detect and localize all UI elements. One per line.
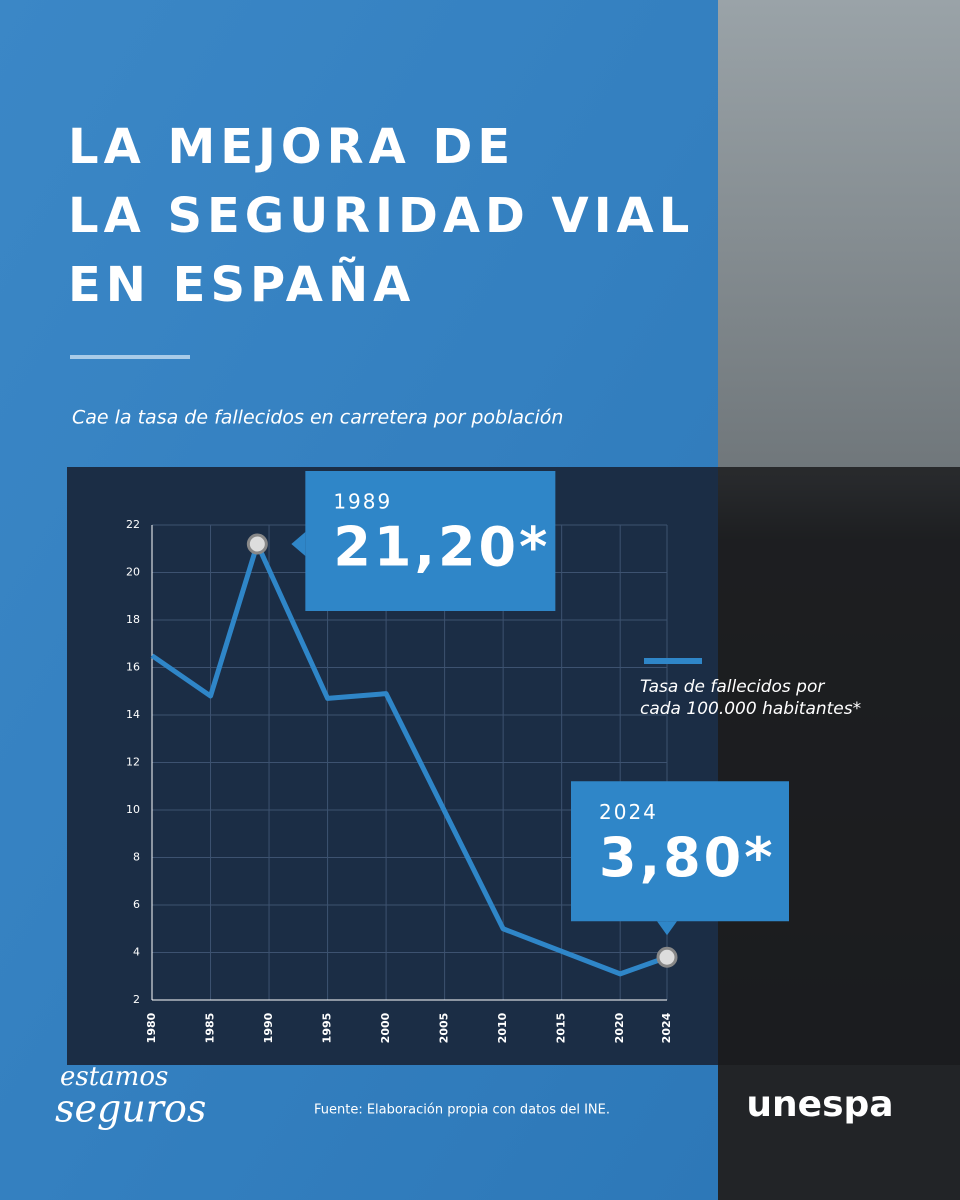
- x-tick-label: 2020: [613, 1012, 626, 1043]
- x-tick-label: 1995: [321, 1013, 334, 1044]
- callout-value: 3,80*: [599, 826, 775, 889]
- series-line: [150, 541, 668, 977]
- brand-right: unespa: [746, 1084, 893, 1125]
- y-tick-label: 18: [126, 613, 140, 626]
- title-line: LA SEGURIDAD VIAL: [68, 188, 694, 244]
- title-line: LA MEJORA DE: [68, 119, 515, 175]
- legend-swatch: [644, 658, 702, 664]
- callout-value: 21,20*: [333, 516, 550, 579]
- bottom-dark: [718, 1065, 960, 1200]
- chart-panel-right: [718, 467, 960, 1065]
- highlight-point: [246, 533, 268, 555]
- x-tick-label: 2015: [555, 1013, 568, 1044]
- callout-year: 2024: [599, 800, 658, 824]
- callout-box: [571, 781, 789, 922]
- legend-label: Tasa de fallecidos por cada 100.000 habi…: [640, 677, 862, 719]
- highlight-point: [656, 946, 678, 968]
- y-tick-label: 2: [133, 993, 140, 1006]
- plot: 2 4 6 8 10 12 14 16 18 20 22 1980 1985 1990 1995 2000 20…: [126, 471, 789, 1043]
- y-tick-label: 4: [133, 946, 140, 959]
- x-tick-label: 1985: [204, 1013, 217, 1044]
- y-tick-label: 22: [126, 518, 140, 531]
- source: Fuente: Elaboración propia con datos del…: [314, 1103, 610, 1118]
- y-tick-label: 16: [126, 661, 140, 674]
- x-tick-label: 1980: [145, 1012, 158, 1043]
- y-tick-label: 20: [126, 566, 140, 579]
- legend: Tasa de fallecidos por cada 100.000 habi…: [640, 658, 870, 720]
- title-line: EN ESPAÑA: [68, 256, 415, 313]
- subtitle: Cae la tasa de fallecidos en carretera p…: [72, 407, 563, 429]
- title: LA MEJORA DE LA SEGURIDAD VIAL EN ESPAÑA: [68, 119, 694, 313]
- callout-pointer: [657, 921, 677, 936]
- y-tick-label: 12: [126, 756, 140, 769]
- brand-left: seguros: [55, 1087, 206, 1131]
- x-tick-label: 1990: [262, 1012, 275, 1043]
- x-tick-label: 2000: [379, 1012, 392, 1043]
- divider: [70, 355, 190, 359]
- y-tick-label: 14: [126, 708, 140, 721]
- x-tick-label: 2005: [438, 1013, 451, 1044]
- callout-pointer: [291, 532, 306, 556]
- x-tick-label: 2010: [496, 1012, 509, 1043]
- callout-year: 1989: [333, 490, 392, 514]
- brand-left: estamos: [60, 1062, 168, 1092]
- y-tick-label: 8: [133, 851, 140, 864]
- callout-box: [305, 471, 556, 611]
- y-tick-label: 10: [126, 803, 140, 816]
- x-tick-label: 2024: [660, 1012, 673, 1043]
- y-tick-label: 6: [133, 898, 140, 911]
